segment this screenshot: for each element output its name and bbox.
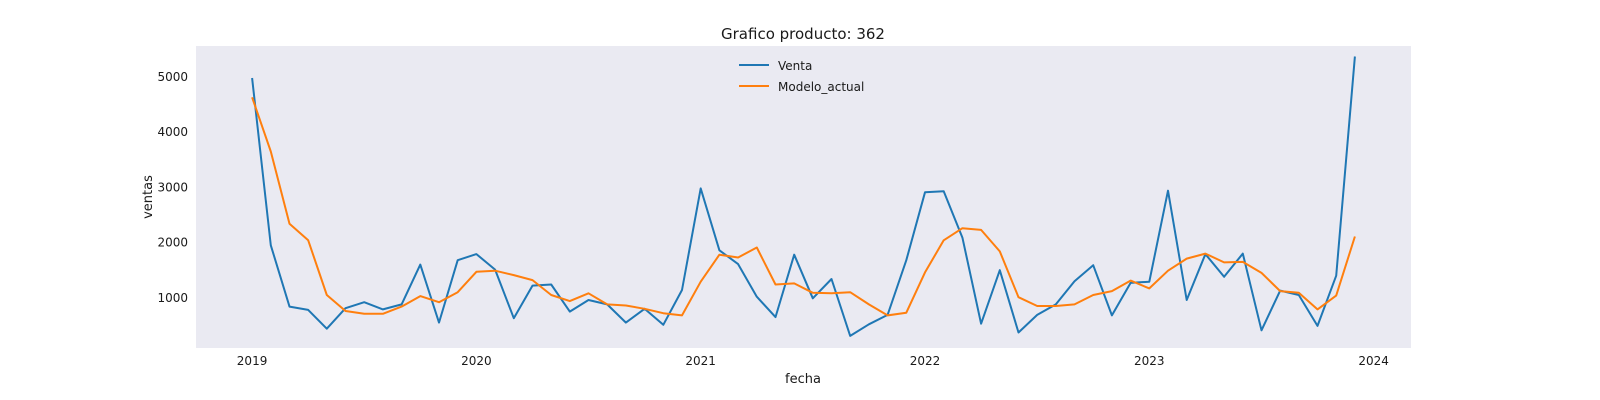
- x-axis-label: fecha: [785, 372, 821, 387]
- y-axis-ticks: 1000 2000 3000 4000 5000: [157, 70, 188, 305]
- series-line-venta: [251, 56, 1356, 337]
- legend: Venta Modelo_actual: [739, 59, 864, 94]
- y-tick-label: 4000: [157, 125, 188, 139]
- y-tick-label: 2000: [157, 236, 188, 250]
- x-tick-label: 2022: [910, 354, 941, 368]
- x-tick-label: 2019: [237, 354, 268, 368]
- y-tick-label: 1000: [157, 291, 188, 305]
- legend-label-modelo-actual: Modelo_actual: [778, 80, 864, 94]
- x-tick-label: 2023: [1134, 354, 1165, 368]
- x-axis-ticks: 2019 2020 2021 2022 2023 2024: [237, 354, 1389, 368]
- y-axis-label: ventas: [141, 175, 156, 219]
- chart-title: Grafico producto: 362: [721, 25, 885, 43]
- x-tick-label: 2024: [1358, 354, 1389, 368]
- series-lines: [251, 56, 1356, 337]
- x-tick-label: 2021: [685, 354, 716, 368]
- x-tick-label: 2020: [461, 354, 492, 368]
- series-line-modelo-actual: [251, 96, 1356, 317]
- plot-area: [196, 46, 1411, 348]
- y-tick-label: 3000: [157, 180, 188, 194]
- legend-label-venta: Venta: [778, 59, 812, 73]
- y-tick-label: 5000: [157, 70, 188, 84]
